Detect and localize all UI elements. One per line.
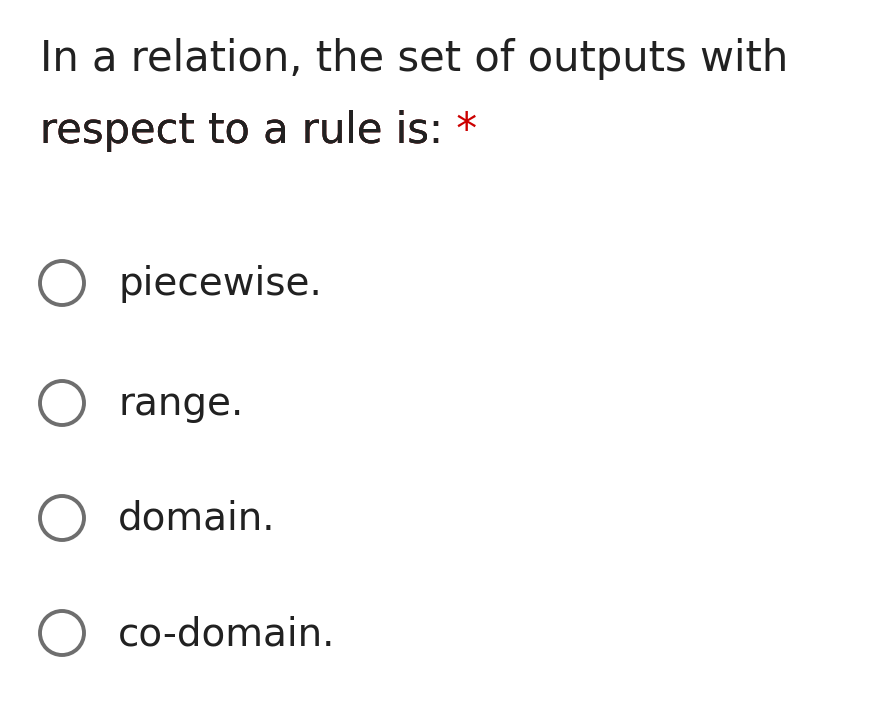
Text: In a relation, the set of outputs with: In a relation, the set of outputs with [40,38,788,80]
Text: domain.: domain. [118,500,276,538]
Text: piecewise.: piecewise. [118,265,321,303]
Text: respect to a rule is:: respect to a rule is: [40,110,443,152]
Text: range.: range. [118,385,244,423]
Text: respect to a rule is: *: respect to a rule is: * [40,110,477,152]
Text: co-domain.: co-domain. [118,615,336,653]
Text: respect to a rule is: *: respect to a rule is: * [40,110,477,152]
Text: respect to a rule is:: respect to a rule is: [40,110,443,152]
